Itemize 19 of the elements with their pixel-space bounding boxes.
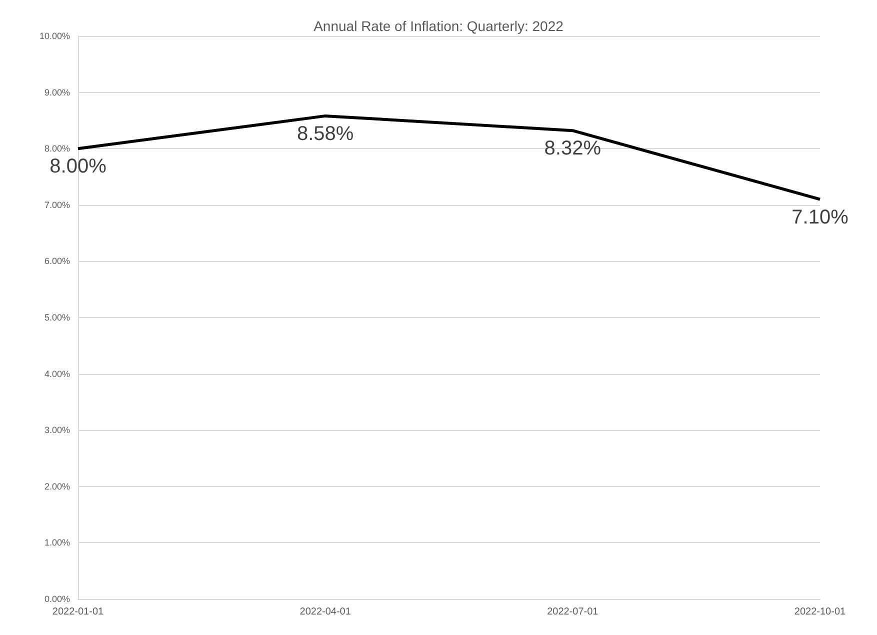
data-label: 8.58% [296, 122, 354, 145]
x-tick-label: 2022-01-01 [52, 606, 104, 618]
y-tick-label: 3.00% [44, 425, 70, 436]
x-tick-label: 2022-07-01 [547, 606, 599, 618]
y-tick-label: 5.00% [44, 312, 70, 322]
y-tick-label: 2.00% [44, 481, 70, 492]
chart-title: Annual Rate of Inflation: Quarterly: 2022 [314, 18, 564, 34]
data-label: 8.32% [544, 138, 602, 160]
data-label: 7.10% [792, 206, 849, 228]
x-tick-label: 2022-04-01 [300, 606, 352, 618]
y-tick-label: 8.00% [44, 144, 70, 154]
y-tick-label: 1.00% [44, 538, 70, 548]
x-tick-label: 2022-10-01 [794, 606, 846, 618]
y-tick-label: 0.00% [44, 594, 70, 604]
y-tick-label: 9.00% [44, 87, 70, 98]
y-tick-label: 4.00% [44, 368, 70, 379]
y-tick-label: 6.00% [44, 256, 70, 266]
y-tick-label: 7.00% [44, 200, 70, 210]
y-tick-label: 10.00% [39, 31, 70, 41]
